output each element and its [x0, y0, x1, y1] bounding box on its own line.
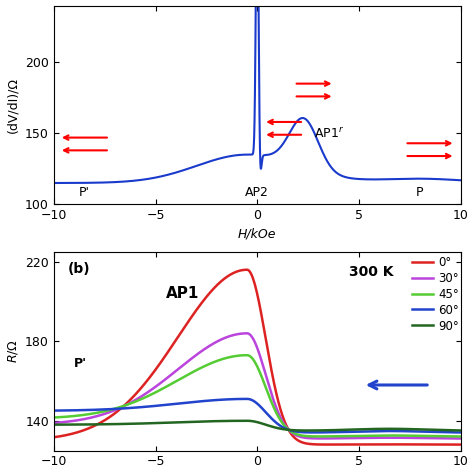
- 90°: [406, 426, 412, 432]
- Line: 90°: 90°: [54, 421, 461, 430]
- 30°: [450, 436, 456, 441]
- 45°: [97, 410, 103, 415]
- 0°: [225, 273, 230, 279]
- Line: 60°: 60°: [54, 399, 461, 432]
- Legend: 0°, 30°, 45°, 60°, 90°: 0°, 30°, 45°, 60°, 90°: [412, 256, 459, 333]
- 45°: [406, 433, 412, 438]
- 60°: [207, 398, 213, 403]
- 60°: [97, 407, 103, 412]
- Text: (b): (b): [68, 262, 91, 276]
- 90°: [458, 428, 464, 433]
- 30°: [458, 436, 464, 441]
- 90°: [305, 428, 310, 433]
- 60°: [406, 428, 412, 434]
- Y-axis label: (dV/dI)/Ω: (dV/dI)/Ω: [7, 77, 19, 133]
- 60°: [450, 429, 456, 435]
- 0°: [450, 442, 456, 447]
- X-axis label: H/kOe: H/kOe: [238, 228, 276, 241]
- 30°: [97, 412, 103, 418]
- Text: AP1: AP1: [166, 285, 199, 301]
- Line: 45°: 45°: [54, 355, 461, 437]
- 90°: [450, 428, 456, 433]
- Y-axis label: $R$/Ω: $R$/Ω: [6, 339, 19, 363]
- Text: P': P': [79, 186, 90, 199]
- 60°: [244, 396, 250, 402]
- 60°: [225, 397, 230, 402]
- 45°: [121, 403, 127, 409]
- Text: 300 K: 300 K: [349, 264, 393, 279]
- 0°: [207, 290, 213, 296]
- Text: P: P: [416, 186, 424, 199]
- 30°: [244, 330, 250, 336]
- 30°: [406, 435, 412, 441]
- 30°: [225, 334, 230, 340]
- 0°: [121, 402, 127, 408]
- 0°: [406, 442, 412, 447]
- 45°: [51, 415, 57, 420]
- 90°: [244, 418, 250, 424]
- 60°: [51, 408, 57, 413]
- 90°: [51, 422, 57, 428]
- Text: AP1$^r$: AP1$^r$: [314, 126, 344, 141]
- 90°: [207, 419, 213, 424]
- 90°: [97, 421, 103, 427]
- 90°: [121, 421, 127, 427]
- 30°: [121, 403, 127, 409]
- Text: AP2: AP2: [245, 186, 269, 199]
- 0°: [97, 420, 103, 426]
- 45°: [458, 434, 464, 439]
- Line: 0°: 0°: [54, 270, 461, 445]
- 45°: [207, 361, 213, 366]
- 0°: [51, 434, 57, 440]
- 60°: [121, 406, 127, 411]
- Text: P': P': [74, 357, 87, 370]
- 45°: [450, 434, 456, 439]
- 30°: [207, 343, 213, 348]
- 90°: [225, 418, 230, 424]
- 45°: [225, 355, 230, 361]
- 0°: [458, 442, 464, 447]
- Line: 30°: 30°: [54, 333, 461, 438]
- 60°: [458, 429, 464, 435]
- 0°: [244, 267, 250, 273]
- 45°: [244, 352, 250, 358]
- 30°: [51, 420, 57, 426]
